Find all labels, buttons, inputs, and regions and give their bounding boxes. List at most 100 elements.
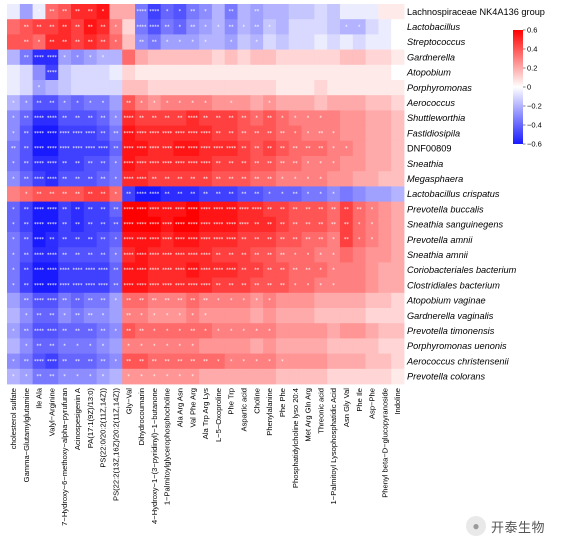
heatmap-cell (263, 368, 277, 385)
heatmap-cell (135, 338, 149, 354)
heatmap-cell (109, 232, 123, 248)
row-label: Sneathia amnii (407, 250, 469, 260)
heatmap-cell (301, 186, 315, 202)
heatmap-cell (45, 262, 59, 278)
significance-mark: **** (47, 268, 58, 274)
significance-mark: * (371, 237, 374, 243)
heatmap-cell (83, 171, 98, 187)
heatmap-cell (32, 140, 46, 157)
heatmap-cell (339, 49, 354, 66)
heatmap-cell (160, 262, 174, 278)
significance-mark: * (140, 313, 143, 319)
significance-mark: ** (165, 116, 171, 122)
significance-mark: * (307, 161, 310, 167)
significance-mark: ** (280, 237, 286, 243)
heatmap-cell (32, 292, 46, 309)
heatmap-cell (211, 323, 226, 339)
heatmap-cell (339, 110, 354, 126)
heatmap-cell (173, 262, 187, 278)
column-label: 1−Palmitoyl Lysophosphatidic Acid (329, 388, 338, 504)
heatmap-cell (173, 186, 187, 202)
heatmap-cell (378, 34, 392, 50)
heatmap-cell (378, 368, 392, 385)
heatmap-cell (391, 338, 405, 354)
heatmap-cell (275, 64, 290, 81)
heatmap-cell (83, 156, 98, 172)
significance-mark: ** (254, 9, 260, 15)
row-label: Shuttleworthia (407, 113, 465, 123)
significance-mark: **** (149, 268, 160, 274)
significance-mark: **** (47, 359, 58, 365)
significance-mark: ** (267, 252, 273, 258)
heatmap-cell (237, 338, 251, 354)
heatmap-cell (314, 19, 328, 35)
heatmap-cell (352, 95, 366, 111)
heatmap-cell (173, 292, 187, 309)
significance-mark: * (115, 176, 118, 182)
heatmap-cell (71, 262, 85, 278)
significance-mark: ** (88, 237, 94, 243)
heatmap-cell (122, 140, 136, 157)
significance-mark: ** (152, 298, 158, 304)
heatmap-cell (275, 34, 290, 50)
heatmap-cell (275, 95, 290, 111)
heatmap-cell (7, 125, 21, 142)
significance-mark: * (281, 359, 284, 365)
heatmap-cell (19, 80, 34, 96)
heatmap-cell (250, 353, 264, 370)
heatmap-cell (391, 292, 405, 309)
significance-mark: * (255, 328, 258, 334)
significance-mark: ** (49, 100, 55, 106)
heatmap-cell (365, 34, 379, 50)
heatmap-cell (71, 19, 85, 35)
heatmap-cell (32, 338, 46, 354)
significance-mark: * (255, 116, 258, 122)
significance-mark: * (12, 252, 15, 258)
significance-mark: ** (24, 40, 30, 46)
heatmap-cell (173, 338, 187, 354)
heatmap-cell (160, 186, 174, 202)
heatmap-cell (211, 156, 226, 172)
significance-mark: ** (190, 9, 196, 15)
heatmap-cell (263, 277, 277, 294)
row-label: Gardnerella vaginalis (407, 311, 494, 321)
heatmap-cell (224, 323, 238, 339)
heatmap-cell (7, 262, 21, 278)
heatmap-cell (288, 110, 302, 126)
heatmap-cell (135, 110, 149, 126)
heatmap-cell (314, 216, 328, 233)
significance-mark: ** (216, 176, 222, 182)
heatmap-cell (96, 308, 110, 324)
heatmap-cell (71, 292, 85, 309)
heatmap-cell (96, 262, 110, 278)
heatmap-cell (314, 49, 328, 66)
heatmap-cell (160, 353, 174, 370)
heatmap-cell (173, 49, 187, 66)
heatmap-cell (237, 353, 251, 370)
heatmap-cell (173, 277, 187, 294)
significance-mark: ** (190, 24, 196, 30)
significance-mark: ** (177, 298, 183, 304)
significance-mark: **** (149, 24, 160, 30)
heatmap-cell (365, 353, 379, 370)
significance-mark: ** (139, 40, 145, 46)
heatmap-cell (135, 262, 149, 278)
heatmap-cell (109, 308, 123, 324)
significance-mark: ** (88, 359, 94, 365)
significance-mark: ** (88, 176, 94, 182)
heatmap-cell (135, 353, 149, 370)
heatmap-cell (186, 247, 200, 263)
heatmap-cell (186, 95, 200, 111)
significance-mark: **** (162, 268, 173, 274)
heatmap-cell (19, 186, 34, 202)
significance-mark: * (345, 24, 348, 30)
significance-mark: * (140, 344, 143, 350)
significance-mark: ** (165, 176, 171, 182)
heatmap-cell (32, 368, 46, 385)
heatmap-cell (263, 34, 277, 50)
heatmap-cell (45, 308, 59, 324)
heatmap-cell (211, 277, 226, 294)
row-label: Lactobacillus (407, 22, 461, 32)
significance-mark: **** (124, 116, 135, 122)
significance-mark: ** (101, 116, 107, 122)
